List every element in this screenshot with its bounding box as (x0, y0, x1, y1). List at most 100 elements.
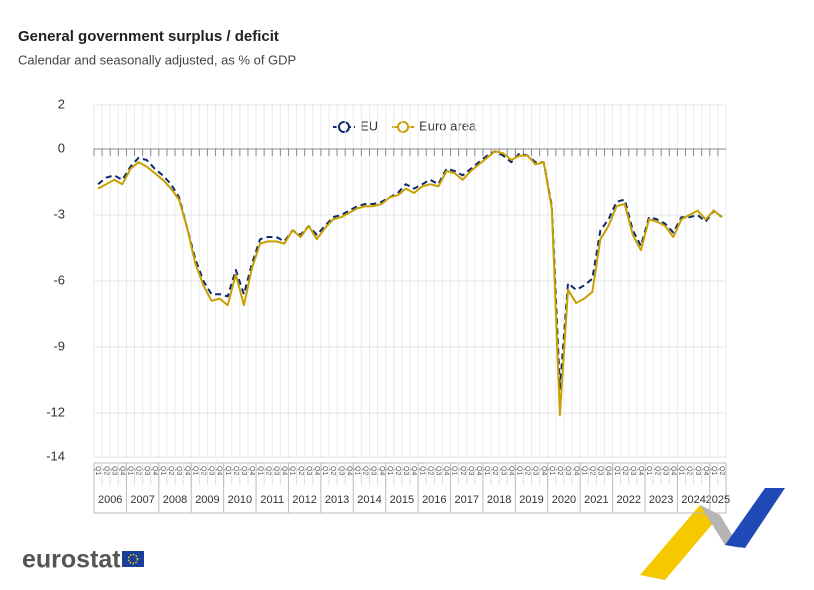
quarter-label: Q1 (256, 466, 263, 475)
quarter-label: Q1 (483, 466, 490, 475)
quarter-label: Q3 (467, 466, 474, 475)
quarter-label: Q2 (588, 466, 595, 475)
chart-title: General government surplus / deficit (18, 28, 279, 45)
year-label: 2018 (487, 494, 511, 506)
y-tick-label: -9 (53, 338, 65, 353)
quarter-label: Q4 (183, 466, 190, 475)
quarter-label: Q4 (313, 466, 320, 475)
quarter-label: Q3 (143, 466, 150, 475)
year-label: 2022 (617, 494, 641, 506)
year-label: 2023 (649, 494, 673, 506)
quarter-label: Q4 (702, 466, 709, 475)
quarter-label: Q4 (151, 466, 158, 475)
quarter-label: Q1 (645, 466, 652, 475)
eu-stars (127, 553, 139, 565)
quarter-label: Q4 (248, 466, 255, 475)
year-label: 2006 (98, 494, 122, 506)
quarter-label: Q1 (127, 466, 134, 475)
year-label: 2008 (163, 494, 187, 506)
quarter-label: Q2 (621, 466, 628, 475)
quarter-label: Q2 (524, 466, 531, 475)
eu-flag (122, 551, 144, 567)
quarter-label: Q2 (556, 466, 563, 475)
brand-name: eurostat (22, 546, 121, 574)
year-label: 2019 (519, 494, 543, 506)
y-tick-label: 0 (58, 140, 65, 155)
quarter-label: Q2 (135, 466, 142, 475)
quarter-label: Q1 (386, 466, 393, 475)
quarter-label: Q3 (402, 466, 409, 475)
quarter-label: Q1 (451, 466, 458, 475)
quarter-label: Q1 (159, 466, 166, 475)
quarter-label: Q1 (613, 466, 620, 475)
year-label: 2013 (325, 494, 349, 506)
y-tick-label: -3 (53, 206, 65, 221)
quarter-label: Q2 (362, 466, 369, 475)
quarter-label: Q1 (678, 466, 685, 475)
legend-marker (397, 121, 410, 133)
quarter-label: Q3 (175, 466, 182, 475)
quarter-label: Q4 (216, 466, 223, 475)
y-tick-label: -6 (53, 272, 65, 287)
y-tick-label: -14 (46, 448, 65, 463)
quarter-label: Q2 (329, 466, 336, 475)
decor-blue (725, 488, 785, 548)
quarter-label: Q1 (321, 466, 328, 475)
quarter-label: Q1 (289, 466, 296, 475)
quarter-label: Q1 (418, 466, 425, 475)
quarter-label: Q2 (167, 466, 174, 475)
year-label: 2011 (260, 494, 284, 506)
quarter-label: Q4 (572, 466, 579, 475)
quarter-label: Q1 (191, 466, 198, 475)
series-line (97, 150, 723, 417)
quarter-label: Q4 (345, 466, 352, 475)
year-label: 2010 (228, 494, 252, 506)
quarter-label: Q1 (710, 466, 717, 475)
quarter-label: Q2 (264, 466, 271, 475)
quarter-label: Q2 (394, 466, 401, 475)
quarter-label: Q3 (208, 466, 215, 475)
quarter-label: Q4 (475, 466, 482, 475)
quarter-label: Q3 (305, 466, 312, 475)
legend: EUEuro area (333, 118, 477, 133)
year-label: 2012 (292, 494, 316, 506)
quarter-label: Q2 (297, 466, 304, 475)
quarter-label: Q4 (507, 466, 514, 475)
y-tick-label: -12 (46, 404, 65, 419)
quarter-label: Q3 (499, 466, 506, 475)
y-tick-label: 2 (58, 96, 65, 111)
quarter-label: Q1 (580, 466, 587, 475)
quarter-label: Q2 (459, 466, 466, 475)
year-label: 2014 (357, 494, 381, 506)
quarter-label: Q4 (378, 466, 385, 475)
quarter-label: Q4 (443, 466, 450, 475)
year-label: 2020 (552, 494, 576, 506)
quarter-label: Q1 (94, 466, 101, 475)
quarter-label: Q3 (564, 466, 571, 475)
quarter-label: Q3 (272, 466, 279, 475)
decor-grey (700, 505, 740, 548)
year-label: 2007 (130, 494, 154, 506)
decor-yellow (640, 505, 720, 580)
series-line (97, 150, 723, 390)
quarter-label: Q2 (426, 466, 433, 475)
quarter-label: Q1 (224, 466, 231, 475)
quarter-label: Q4 (281, 466, 288, 475)
year-label: 2009 (195, 494, 219, 506)
quarter-label: Q4 (119, 466, 126, 475)
quarter-label: Q2 (232, 466, 239, 475)
quarter-label: Q4 (669, 466, 676, 475)
quarter-label: Q3 (629, 466, 636, 475)
year-label: 2025 (706, 494, 730, 506)
legend-marker (338, 121, 350, 133)
chart-subtitle: Calendar and seasonally adjusted, as % o… (18, 52, 296, 67)
quarter-label: Q3 (370, 466, 377, 475)
quarter-label: Q3 (694, 466, 701, 475)
year-label: 2016 (422, 494, 446, 506)
quarter-label: Q3 (532, 466, 539, 475)
quarter-label: Q3 (110, 466, 117, 475)
quarter-label: Q3 (240, 466, 247, 475)
year-label: 2021 (584, 494, 608, 506)
quarter-label: Q3 (597, 466, 604, 475)
